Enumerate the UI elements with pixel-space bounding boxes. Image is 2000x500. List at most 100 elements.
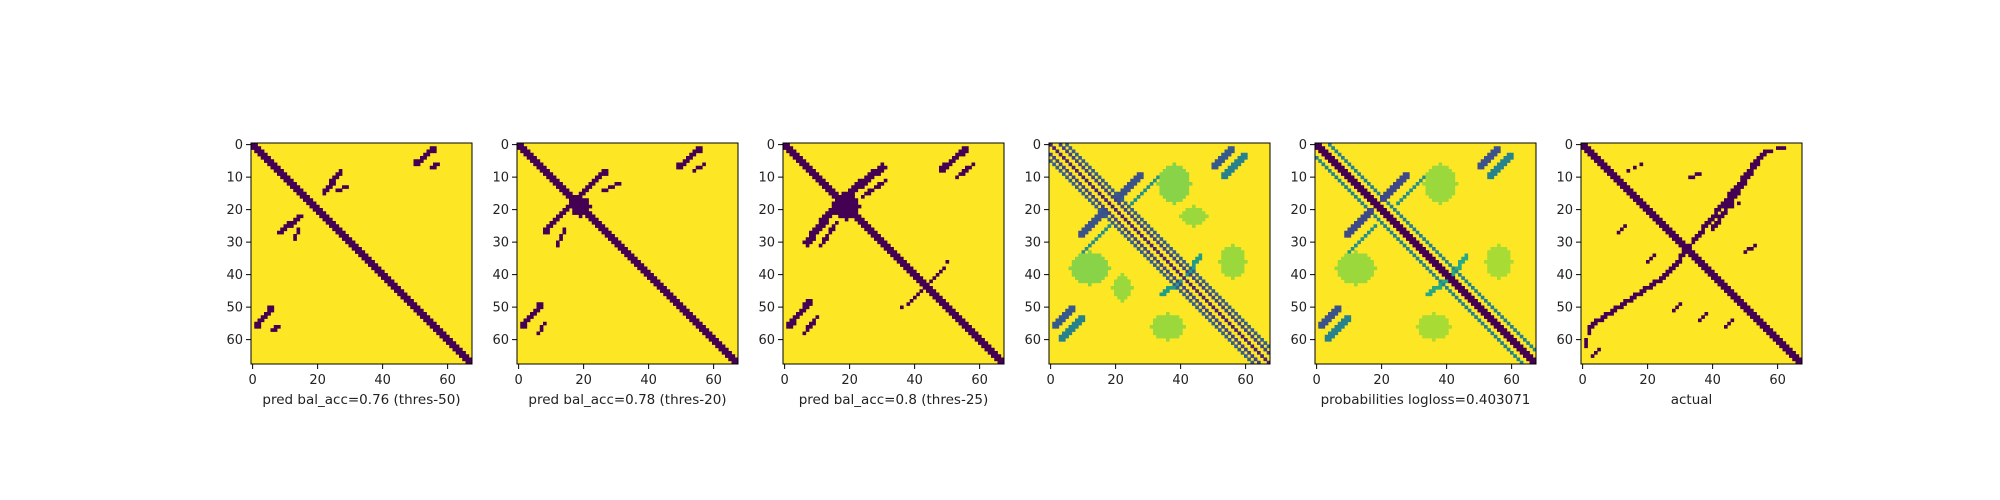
heatmap-cell	[614, 240, 619, 245]
heatmap-cell	[1331, 172, 1335, 176]
heatmap-cell	[1432, 172, 1436, 176]
heatmap-cell	[611, 185, 615, 189]
y-tick-label: 30	[1024, 236, 1041, 251]
heatmap-cell	[1321, 162, 1326, 167]
heatmap-cell	[1750, 315, 1754, 319]
heatmap-cell	[1231, 341, 1235, 345]
heatmap-cell	[1432, 286, 1436, 290]
heatmap-cell	[1097, 279, 1102, 284]
heatmap-cell	[1104, 188, 1108, 193]
heatmap-cell	[1471, 286, 1475, 290]
heatmap-cell	[413, 159, 418, 163]
heatmap-cell	[1169, 321, 1173, 326]
x-tick-label: 20	[841, 373, 858, 388]
heatmap-cell	[1428, 172, 1433, 176]
heatmap-cell	[792, 318, 797, 323]
heatmap-cell	[1594, 351, 1598, 355]
heatmap-cell	[1172, 331, 1177, 336]
heatmap-cell	[1354, 221, 1358, 225]
heatmap-cell	[598, 172, 602, 176]
heatmap-cell	[1091, 276, 1095, 280]
heatmap-cell	[831, 201, 836, 206]
heatmap-cell	[1587, 328, 1592, 332]
heatmap-cell	[835, 191, 839, 196]
heatmap-cell	[1370, 273, 1374, 277]
heatmap-cell	[828, 214, 833, 219]
heatmap-cell	[1406, 237, 1410, 241]
heatmap-cell	[1415, 243, 1420, 248]
heatmap-cell	[1497, 325, 1501, 329]
heatmap-cell	[1422, 331, 1426, 336]
heatmap-cell	[1062, 334, 1066, 339]
heatmap-cell	[293, 217, 297, 222]
heatmap-cell	[1487, 263, 1491, 267]
heatmap-cell	[978, 341, 982, 345]
heatmap-cell	[1075, 321, 1079, 326]
heatmap-cell	[1532, 360, 1537, 365]
heatmap-cell	[1240, 318, 1245, 323]
heatmap-cell	[1068, 146, 1073, 150]
heatmap-cell	[423, 312, 427, 316]
heatmap-cell	[1341, 182, 1345, 186]
heatmap-cell	[345, 234, 349, 238]
heatmap-cell	[1091, 217, 1095, 222]
heatmap-cell	[1360, 269, 1365, 274]
heatmap-cell	[585, 201, 589, 206]
heatmap-cell	[296, 214, 301, 219]
heatmap-cell	[1234, 312, 1238, 316]
heatmap-cell	[1370, 208, 1374, 212]
heatmap-cell	[1419, 178, 1423, 183]
heatmap-cell	[1075, 152, 1079, 157]
heatmap-cell	[974, 331, 979, 336]
heatmap-cell	[1532, 357, 1537, 362]
heatmap-cell	[572, 211, 576, 215]
heatmap-cell	[838, 195, 842, 199]
heatmap-cell	[1419, 321, 1423, 326]
heatmap-cell	[1720, 214, 1725, 219]
heatmap-cell	[1188, 266, 1193, 271]
heatmap-cell	[1188, 299, 1193, 303]
heatmap-cell	[854, 182, 859, 186]
heatmap-cell	[1730, 195, 1735, 199]
heatmap-cell	[1409, 234, 1413, 238]
heatmap-cell	[815, 315, 820, 319]
heatmap-cell	[290, 182, 294, 186]
heatmap-cell	[1386, 201, 1391, 206]
heatmap-cell	[1445, 182, 1449, 186]
heatmap-cell	[433, 146, 437, 150]
heatmap-cell	[786, 149, 790, 154]
y-tick-label: 0	[1299, 138, 1307, 153]
heatmap-cell	[1497, 256, 1501, 261]
heatmap-cell	[786, 146, 790, 150]
y-tick-label: 40	[758, 268, 775, 283]
heatmap-cell	[1075, 260, 1079, 264]
heatmap-cell	[1425, 331, 1430, 336]
heatmap-cell	[1337, 169, 1342, 173]
heatmap-cell	[1250, 354, 1255, 358]
heatmap-cell	[1334, 331, 1339, 336]
heatmap-cell	[601, 227, 606, 232]
heatmap-cell	[1510, 152, 1514, 157]
heatmap-cell	[1445, 175, 1449, 180]
heatmap-cell	[942, 165, 946, 170]
heatmap-cell	[1101, 269, 1105, 274]
heatmap-cell	[841, 204, 846, 209]
heatmap-cell	[1192, 214, 1196, 219]
heatmap-cell	[1065, 308, 1069, 313]
x-tick-label: 0	[1312, 373, 1320, 388]
heatmap-cell	[1516, 347, 1521, 352]
heatmap-cell	[608, 230, 612, 235]
heatmap-cell	[1445, 198, 1449, 202]
heatmap-cell	[692, 315, 697, 319]
heatmap-cell	[1224, 256, 1229, 261]
heatmap-cell	[1237, 331, 1242, 336]
heatmap-cell	[452, 341, 457, 345]
heatmap-cell	[523, 152, 528, 157]
heatmap-cell	[1646, 208, 1650, 212]
heatmap-cell	[731, 357, 736, 362]
heatmap-cell	[1175, 182, 1180, 186]
heatmap-cell	[1675, 260, 1679, 264]
heatmap-cell	[1331, 308, 1335, 313]
heatmap-cell	[1753, 318, 1757, 323]
heatmap-cell	[1169, 263, 1173, 267]
